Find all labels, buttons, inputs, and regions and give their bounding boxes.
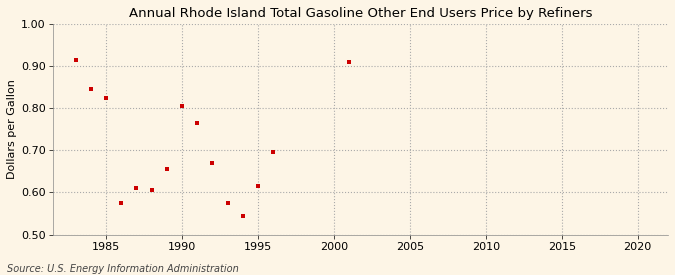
Point [344,60,354,64]
Point [192,121,202,125]
Point [207,161,218,165]
Point [238,213,248,218]
Y-axis label: Dollars per Gallon: Dollars per Gallon [7,79,17,179]
Point [161,167,172,172]
Point [252,184,263,188]
Point [131,186,142,191]
Point [177,104,188,108]
Point [116,201,127,205]
Point [70,57,81,62]
Text: Source: U.S. Energy Information Administration: Source: U.S. Energy Information Administ… [7,264,238,274]
Point [268,150,279,155]
Point [85,87,96,91]
Point [101,95,111,100]
Point [146,188,157,192]
Point [222,201,233,205]
Title: Annual Rhode Island Total Gasoline Other End Users Price by Refiners: Annual Rhode Island Total Gasoline Other… [129,7,592,20]
